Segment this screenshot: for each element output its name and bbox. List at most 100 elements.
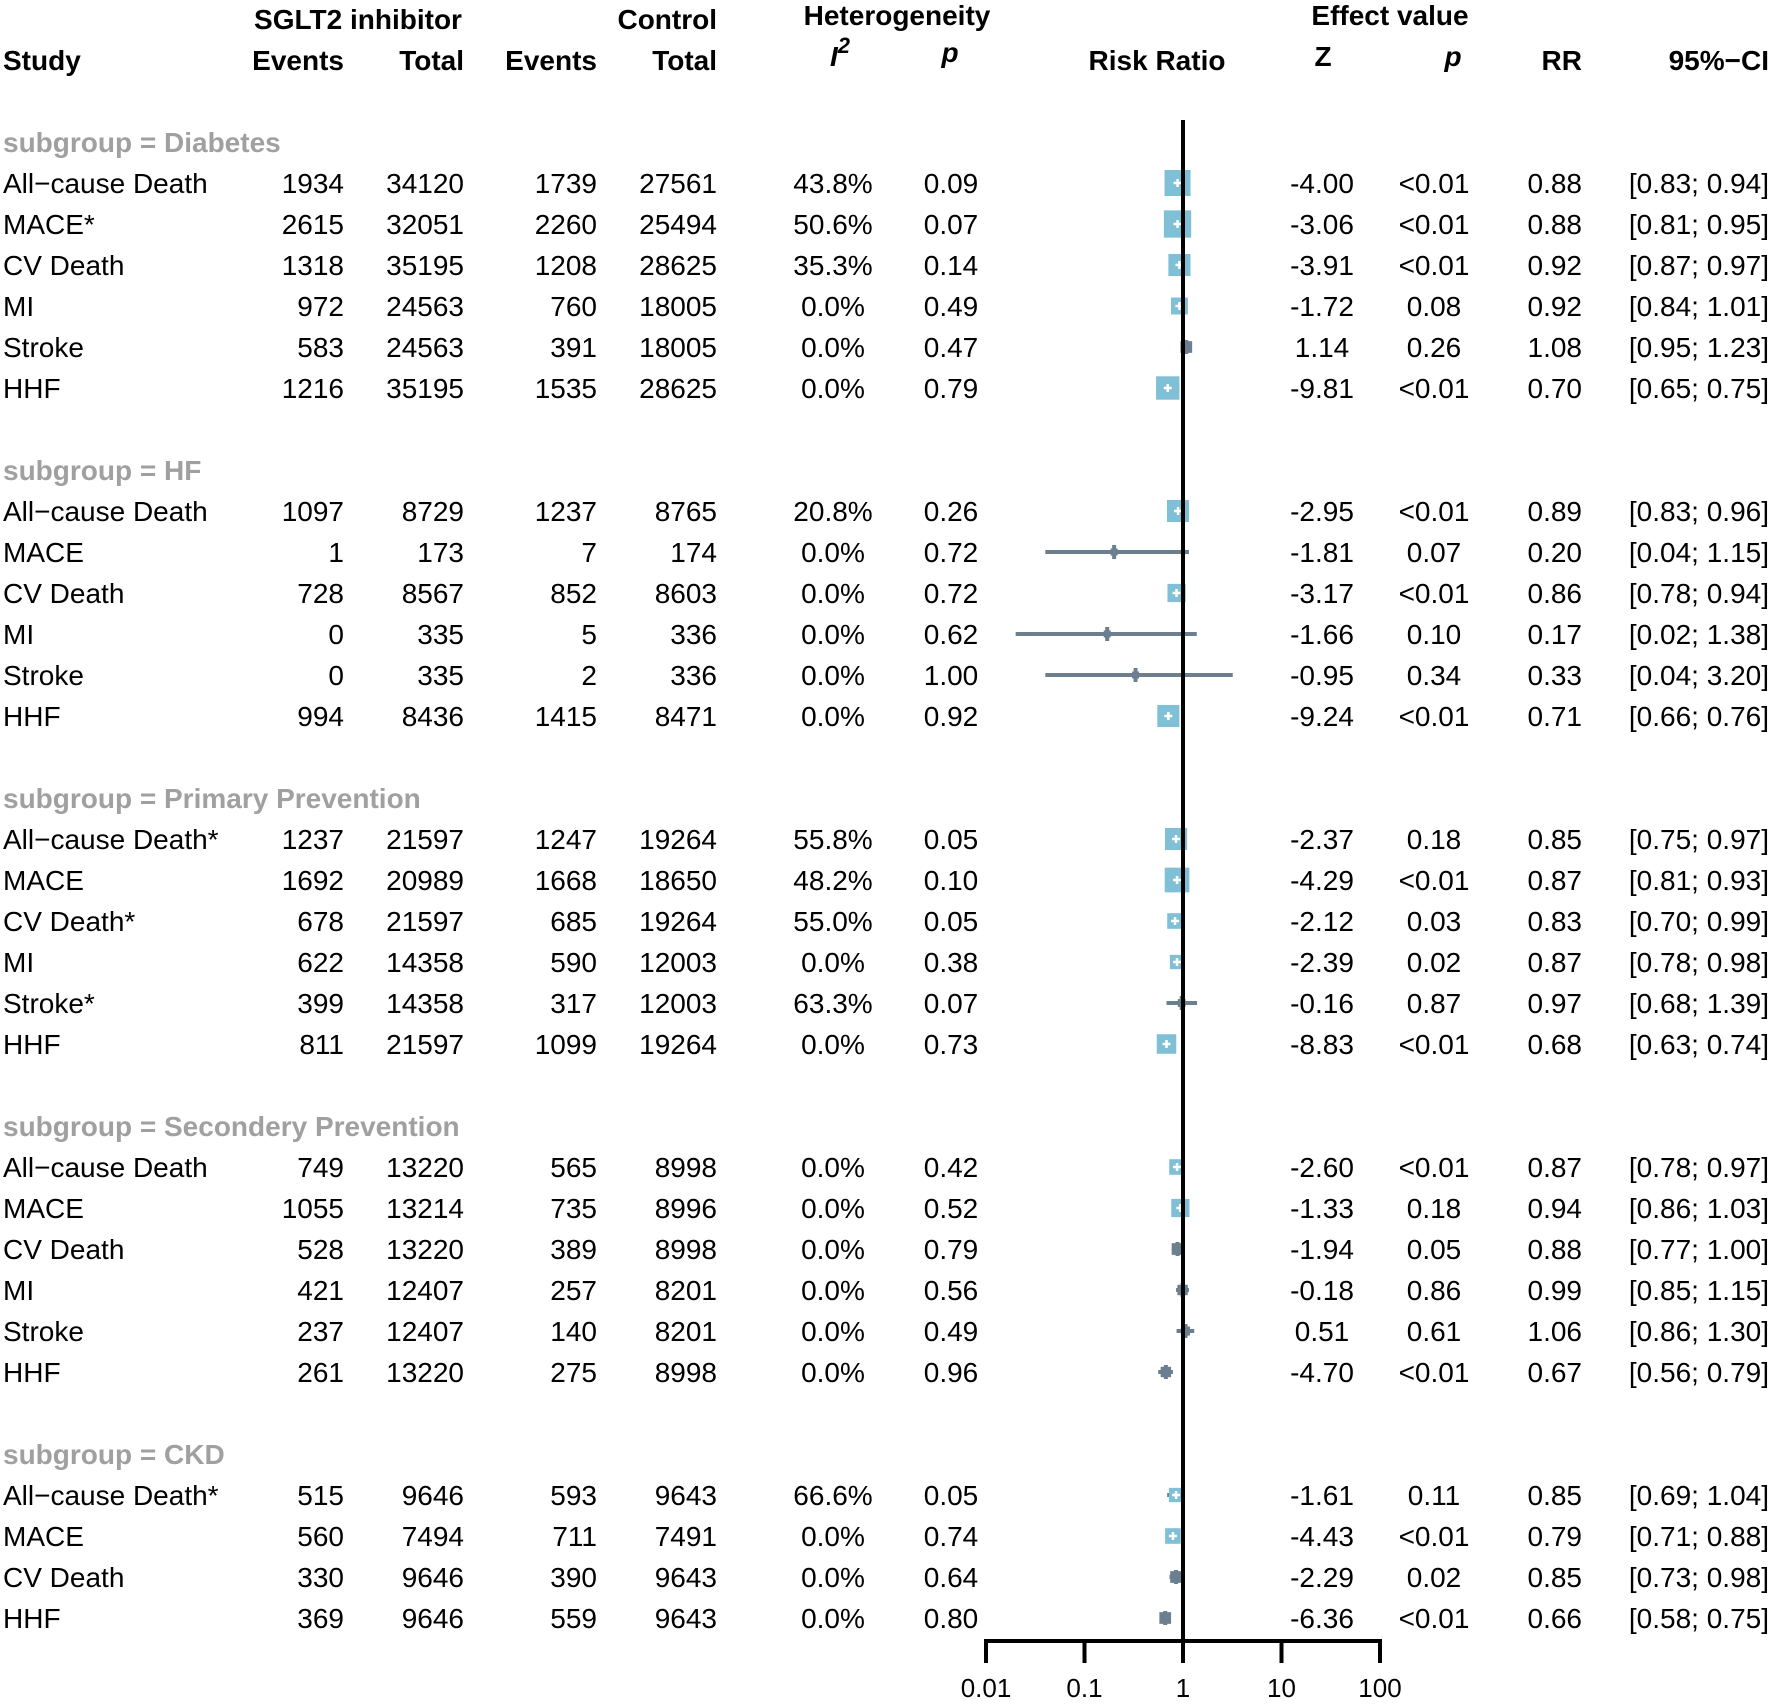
table-row: MI 622 14358 590 12003 0.0% 0.38 -2.39 0.02 0.87 [… — [3, 947, 1769, 978]
cell-z: -9.81 — [1290, 373, 1354, 404]
axis-tick-label: 0.1 — [1066, 1673, 1102, 1703]
table-row: CV Death 330 9646 390 9643 0.0% 0.64 -2.29 0.02 0… — [3, 1562, 1769, 1593]
cell-ci: [0.70; 0.99] — [1629, 906, 1769, 937]
cell-i2: 0.0% — [801, 1603, 865, 1634]
cell-pe: <0.01 — [1399, 496, 1470, 527]
cell-ph: 0.14 — [924, 250, 979, 281]
cell-e1: 972 — [297, 291, 344, 322]
cell-z: -3.91 — [1290, 250, 1354, 281]
cell-pe: <0.01 — [1399, 209, 1470, 240]
axis-tick-label: 10 — [1267, 1673, 1296, 1703]
subgroup-label: subgroup = Secondery Prevention — [3, 1111, 460, 1142]
cell-ci: [0.75; 0.97] — [1629, 824, 1769, 855]
subgroup-label: subgroup = CKD — [3, 1439, 225, 1470]
cell-e1: 749 — [297, 1152, 344, 1183]
cell-z: 0.51 — [1295, 1316, 1350, 1347]
cell-z: -1.72 — [1290, 291, 1354, 322]
cell-i2: 0.0% — [801, 1357, 865, 1388]
cell-i2: 50.6% — [793, 209, 872, 240]
study-name: MI — [3, 291, 34, 322]
x-axis: 0.01 0.1 1 10 100 — [961, 120, 1402, 1703]
cell-e2: 257 — [550, 1275, 597, 1306]
cell-t2: 8765 — [655, 496, 717, 527]
cell-ph: 0.73 — [924, 1029, 979, 1060]
cell-pe: 0.18 — [1407, 824, 1462, 855]
cell-rr: 0.87 — [1528, 1152, 1583, 1183]
table-row: All−cause Death 749 13220 565 8998 0.0% 0.42 -2… — [3, 1152, 1769, 1183]
study-name: CV Death — [3, 250, 124, 281]
cell-z: 1.14 — [1295, 332, 1350, 363]
cell-ph: 0.07 — [924, 988, 979, 1019]
header-effect-value: Effect value — [1311, 0, 1468, 31]
table-row: MI 0 335 5 336 0.0% 0.62 -1.66 0.10 0.17 [0.02; 1.… — [3, 619, 1769, 650]
cell-t1: 32051 — [386, 209, 464, 240]
cell-rr: 0.66 — [1528, 1603, 1583, 1634]
cell-e1: 330 — [297, 1562, 344, 1593]
cell-ci: [0.68; 1.39] — [1629, 988, 1769, 1019]
cell-t1: 24563 — [386, 291, 464, 322]
cell-t1: 12407 — [386, 1275, 464, 1306]
cell-e2: 389 — [550, 1234, 597, 1265]
cell-e2: 1739 — [535, 168, 597, 199]
header-rr: RR — [1542, 45, 1582, 76]
subgroup-block: subgroup = Primary Prevention All−cause D… — [3, 783, 1769, 1060]
cell-ph: 0.64 — [924, 1562, 979, 1593]
cell-i2: 0.0% — [801, 1275, 865, 1306]
cell-t1: 13220 — [386, 1357, 464, 1388]
header-p-heterogeneity: p — [940, 37, 958, 68]
cell-z: -0.18 — [1290, 1275, 1354, 1306]
subgroup-block: subgroup = Secondery Prevention All−cause… — [3, 1111, 1769, 1388]
cell-t1: 14358 — [386, 988, 464, 1019]
cell-z: -2.12 — [1290, 906, 1354, 937]
cell-t1: 8567 — [402, 578, 464, 609]
cell-t2: 8201 — [655, 1316, 717, 1347]
cell-pe: 0.07 — [1407, 537, 1462, 568]
cell-i2: 55.0% — [793, 906, 872, 937]
table-row: All−cause Death 1097 8729 1237 8765 20.8% 0.26… — [3, 496, 1769, 527]
cell-z: -9.24 — [1290, 701, 1354, 732]
cell-t2: 12003 — [639, 947, 717, 978]
cell-pe: 0.34 — [1407, 660, 1462, 691]
cell-i2: 0.0% — [801, 701, 865, 732]
cell-t2: 12003 — [639, 988, 717, 1019]
header-z: Z — [1314, 41, 1331, 72]
cell-ph: 0.38 — [924, 947, 979, 978]
study-name: All−cause Death* — [3, 1480, 219, 1511]
table-row: MACE 1692 20989 1668 18650 48.2% 0.10 -4.29 <0.0… — [3, 865, 1769, 896]
cell-t2: 336 — [670, 660, 717, 691]
header-ci: 95%−CI — [1669, 45, 1769, 76]
cell-e1: 2615 — [282, 209, 344, 240]
cell-e2: 140 — [550, 1316, 597, 1347]
study-name: MACE — [3, 865, 84, 896]
cell-i2: 0.0% — [801, 291, 865, 322]
cell-rr: 0.87 — [1528, 865, 1583, 896]
cell-t1: 24563 — [386, 332, 464, 363]
cell-t1: 14358 — [386, 947, 464, 978]
header-study: Study — [3, 45, 81, 76]
study-name: HHF — [3, 1603, 61, 1634]
cell-ci: [0.83; 0.96] — [1629, 496, 1769, 527]
table-row: MACE 560 7494 711 7491 0.0% 0.74 -4.43 <0.01 0.79… — [3, 1521, 1769, 1552]
cell-ci: [0.04; 3.20] — [1629, 660, 1769, 691]
cell-i2: 66.6% — [793, 1480, 872, 1511]
cell-pe: <0.01 — [1399, 578, 1470, 609]
cell-ph: 0.56 — [924, 1275, 979, 1306]
cell-i2: 0.0% — [801, 1562, 865, 1593]
cell-i2: 0.0% — [801, 619, 865, 650]
study-name: All−cause Death — [3, 1152, 208, 1183]
cell-ci: [0.85; 1.15] — [1629, 1275, 1769, 1306]
cell-ph: 0.79 — [924, 373, 979, 404]
study-name: HHF — [3, 1029, 61, 1060]
study-name: Stroke — [3, 1316, 84, 1347]
cell-t1: 13214 — [386, 1193, 464, 1224]
cell-ph: 0.92 — [924, 701, 979, 732]
cell-t1: 20989 — [386, 865, 464, 896]
cell-pe: 0.10 — [1407, 619, 1462, 650]
cell-t2: 336 — [670, 619, 717, 650]
cell-i2: 0.0% — [801, 1521, 865, 1552]
cell-t1: 34120 — [386, 168, 464, 199]
cell-e2: 685 — [550, 906, 597, 937]
cell-pe: <0.01 — [1399, 168, 1470, 199]
cell-t1: 21597 — [386, 906, 464, 937]
header-sglt2: SGLT2 inhibitor — [254, 4, 462, 35]
